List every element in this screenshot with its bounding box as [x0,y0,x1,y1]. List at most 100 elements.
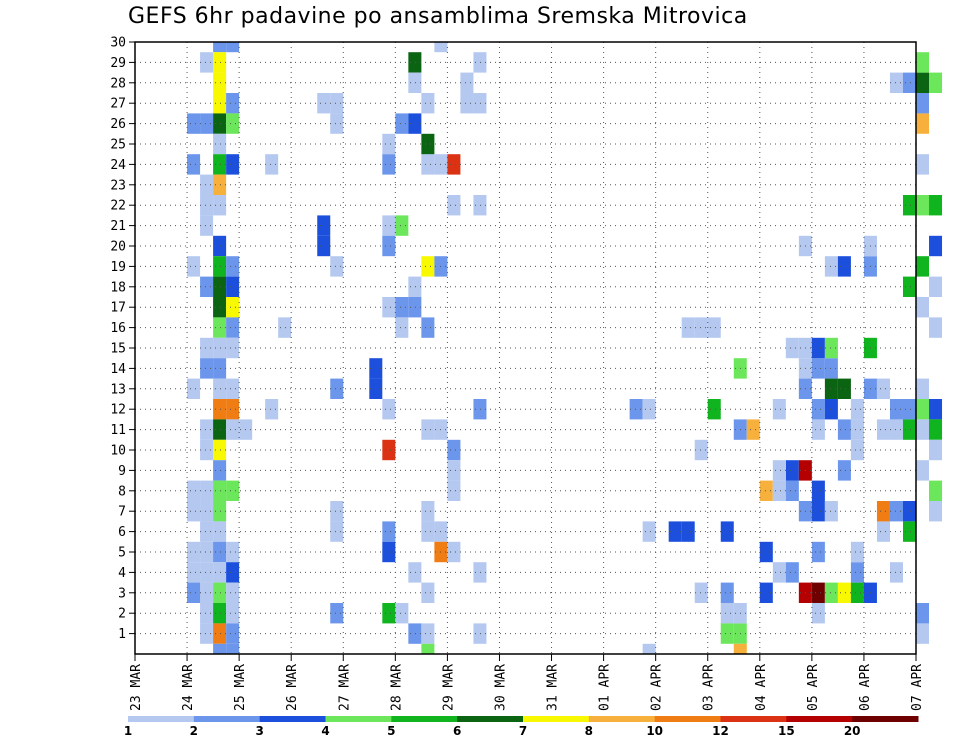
y-tick-label: 25 [110,138,126,153]
x-tick-label: 05 APR [806,664,821,711]
legend-label: 20 [844,724,861,738]
heatmap-cell [226,541,240,563]
x-tick-label: 29 MAR [441,664,456,711]
grid-lines [135,41,916,654]
heatmap-cell [421,93,435,114]
heatmap-cell [421,623,435,644]
heatmap-cell [187,378,201,399]
heatmap-cell [889,501,903,522]
heatmap-cell [213,358,227,379]
heatmap-cell [226,623,240,644]
legend-swatch [391,716,458,722]
heatmap-cell [811,541,825,563]
heatmap-cell [200,113,214,134]
x-tick-label: 07 APR [910,664,925,711]
heatmap-cell [850,439,864,461]
heatmap-cell [929,501,943,522]
x-tick-label: 31 MAR [546,664,561,711]
heatmap-cell [642,399,656,420]
heatmap-cell [929,439,943,461]
heatmap-cell [889,419,903,440]
heatmap-cell [421,133,435,155]
heatmap-cell [473,93,487,114]
heatmap-cell [395,317,409,338]
x-tick-label: 30 MAR [493,664,508,711]
y-tick-label: 4 [118,566,126,581]
x-tick-label: 25 MAR [233,664,248,711]
legend-swatch [786,716,853,722]
heatmap-cell [226,256,240,277]
x-tick-label: 01 APR [598,664,613,711]
heatmap-cell [213,52,227,73]
heatmap-cell [837,460,851,481]
heatmap-cell [421,643,435,654]
heatmap-cell [720,582,734,603]
heatmap-cell [837,378,851,399]
heatmap-cell [213,317,227,338]
heatmap-cell [694,439,708,461]
heatmap-cell [408,297,422,318]
heatmap-cell [213,603,227,624]
heatmap-cell [382,521,396,542]
heatmap-cells [187,42,943,654]
heatmap-cell [382,154,396,175]
legend-swatch [852,716,919,722]
y-tick-label: 1 [118,627,126,642]
heatmap-cell [395,215,409,236]
heatmap-cell [187,113,201,134]
heatmap-cell [317,235,331,257]
heatmap-cell [916,93,930,114]
heatmap-cell [187,541,201,563]
y-tick-label: 16 [110,321,126,336]
heatmap-cell [837,419,851,440]
legend-swatch [259,716,326,722]
heatmap-cell [916,378,930,399]
heatmap-cell [200,562,214,583]
heatmap-cell [213,541,227,563]
heatmap-cell [187,501,201,522]
heatmap-cell [811,399,825,420]
heatmap-cell [226,399,240,420]
heatmap-cell [916,154,930,175]
heatmap-cell [902,501,916,522]
heatmap-cell [213,235,227,257]
heatmap-cell [395,113,409,134]
heatmap-cell [330,113,344,134]
x-tick-label: 03 APR [702,664,717,711]
heatmap-cell [213,643,227,654]
y-tick-label: 21 [110,219,126,234]
heatmap-cell [226,582,240,603]
heatmap-cell [213,297,227,318]
y-tick-label: 27 [110,97,126,112]
heatmap-cell [213,582,227,603]
y-tick-label: 7 [118,505,126,520]
heatmap-cell [200,623,214,644]
legend-swatch [523,716,590,722]
heatmap-cell [850,562,864,583]
heatmap-cell [733,643,747,654]
x-tick-label: 24 MAR [181,664,196,711]
heatmap-cell [200,215,214,236]
chart-title: GEFS 6hr padavine po ansamblima Sremska … [128,4,748,29]
heatmap-cell [889,562,903,583]
heatmap-cell [811,501,825,522]
y-tick-label: 10 [110,444,126,459]
heatmap-cell [421,419,435,440]
y-tick-label: 13 [110,382,126,397]
heatmap-cell [382,133,396,155]
heatmap-cell [850,399,864,420]
x-tick-label: 02 APR [650,664,665,711]
heatmap-cell [382,439,396,461]
heatmap-cell [720,623,734,644]
legend-label: 10 [646,724,663,738]
legend-label: 8 [585,724,593,738]
heatmap-cell [382,215,396,236]
heatmap-cell [330,378,344,399]
heatmap-cell [916,195,930,216]
heatmap-cell [213,480,227,501]
legend-swatch [457,716,524,722]
heatmap-cell [382,235,396,257]
heatmap-cell [330,603,344,624]
x-tick-label: 04 APR [754,664,769,711]
heatmap-cell [395,297,409,318]
